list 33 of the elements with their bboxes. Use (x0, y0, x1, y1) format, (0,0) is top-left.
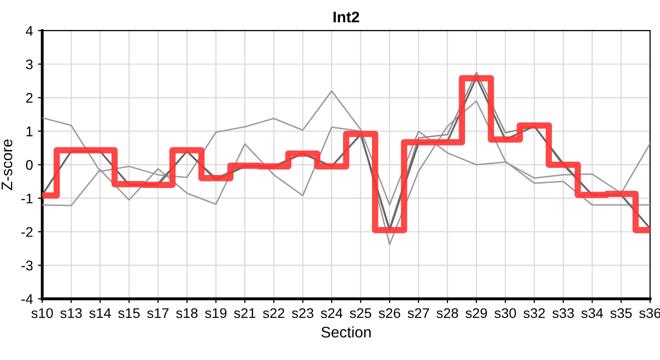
x-tick-label: s35 (610, 308, 632, 318)
x-tick-label: s34 (581, 308, 603, 318)
x-tick-label: s24 (320, 308, 342, 318)
x-tick-label: s25 (350, 308, 372, 318)
y-tick-label: 3 (26, 59, 33, 70)
x-tick-label: s21 (234, 308, 256, 318)
x-tick-label: s27 (408, 308, 430, 318)
y-tick-label: 1 (26, 126, 33, 136)
chart-title: Int2 (334, 12, 360, 22)
y-tick-label: -3 (21, 260, 33, 270)
y-tick-label: -4 (21, 294, 33, 304)
x-tick-label: s33 (552, 308, 574, 318)
y-axis-title: Z-score (2, 139, 12, 190)
x-tick-label: s15 (118, 308, 140, 318)
x-tick-label: s22 (262, 308, 284, 318)
x-tick-label: s17 (147, 308, 169, 318)
x-tick-label: s19 (205, 308, 226, 318)
y-tick-label: 2 (26, 92, 33, 103)
x-tick-label: s10 (31, 308, 53, 318)
x-tick-label: s29 (466, 308, 487, 318)
x-tick-label: s26 (378, 308, 400, 318)
x-tick-label: s14 (89, 308, 111, 318)
x-tick-label: s13 (60, 308, 82, 318)
x-axis-title: Section (321, 326, 371, 338)
x-tick-label: s30 (494, 308, 516, 318)
y-tick-label: -2 (21, 227, 33, 237)
x-tick-label: s32 (524, 308, 545, 318)
y-tick-label: -1 (21, 194, 33, 204)
y-tick-label: 4 (26, 26, 33, 36)
x-tick-label: s23 (292, 308, 314, 318)
x-tick-label: s28 (436, 308, 458, 318)
y-tick-label: 0 (26, 160, 33, 170)
x-tick-label: s18 (176, 308, 198, 318)
